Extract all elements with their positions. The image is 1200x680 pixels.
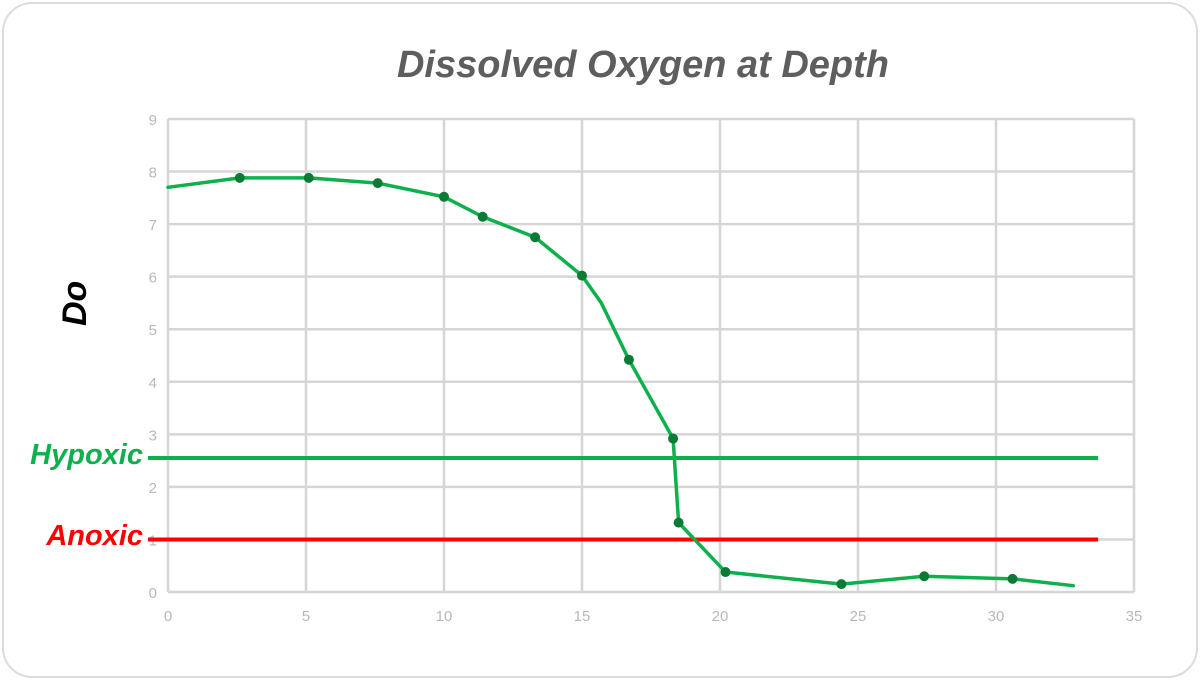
x-tick-label: 35 [1126,608,1143,625]
y-tick-label: 2 [149,480,157,497]
y-tick-label: 7 [149,217,157,234]
data-point-marker [477,211,488,222]
axis-ticks: 012345678905101520253035 [149,112,1143,625]
data-point-marker [303,172,314,183]
data-point-marker [623,354,634,365]
y-tick-label: 3 [149,427,157,444]
data-point-marker [439,191,449,202]
anoxic-label: Anoxic [46,520,143,553]
reference-lines [148,455,1099,542]
y-tick-label: 0 [149,585,157,602]
x-tick-label: 0 [164,608,172,625]
data-point-marker [720,567,731,578]
x-tick-label: 30 [988,608,1005,625]
do-line [166,176,1076,588]
gridlines [166,117,1136,594]
data-point-marker [668,433,679,444]
x-tick-label: 5 [302,608,310,625]
y-tick-label: 8 [149,165,157,182]
data-point-marker [577,270,587,281]
y-tick-label: 6 [149,270,157,287]
hypoxic-label: Hypoxic [30,438,143,471]
x-tick-label: 10 [436,608,453,625]
data-point-marker [919,571,930,582]
data-point-marker [1007,573,1018,584]
x-tick-label: 25 [850,608,867,625]
y-tick-label: 4 [149,375,157,392]
data-point-marker [530,232,541,243]
data-point-marker [372,178,383,189]
data-point-marker [673,517,684,528]
x-tick-label: 15 [574,608,591,625]
data-point-marker [836,579,847,590]
x-tick-label: 20 [712,608,729,625]
data-series [166,172,1076,590]
y-tick-label: 9 [149,112,157,129]
chart-title: Dissolved Oxygen at Depth [396,44,889,86]
y-tick-label: 5 [149,322,157,339]
data-point-marker [234,172,245,183]
